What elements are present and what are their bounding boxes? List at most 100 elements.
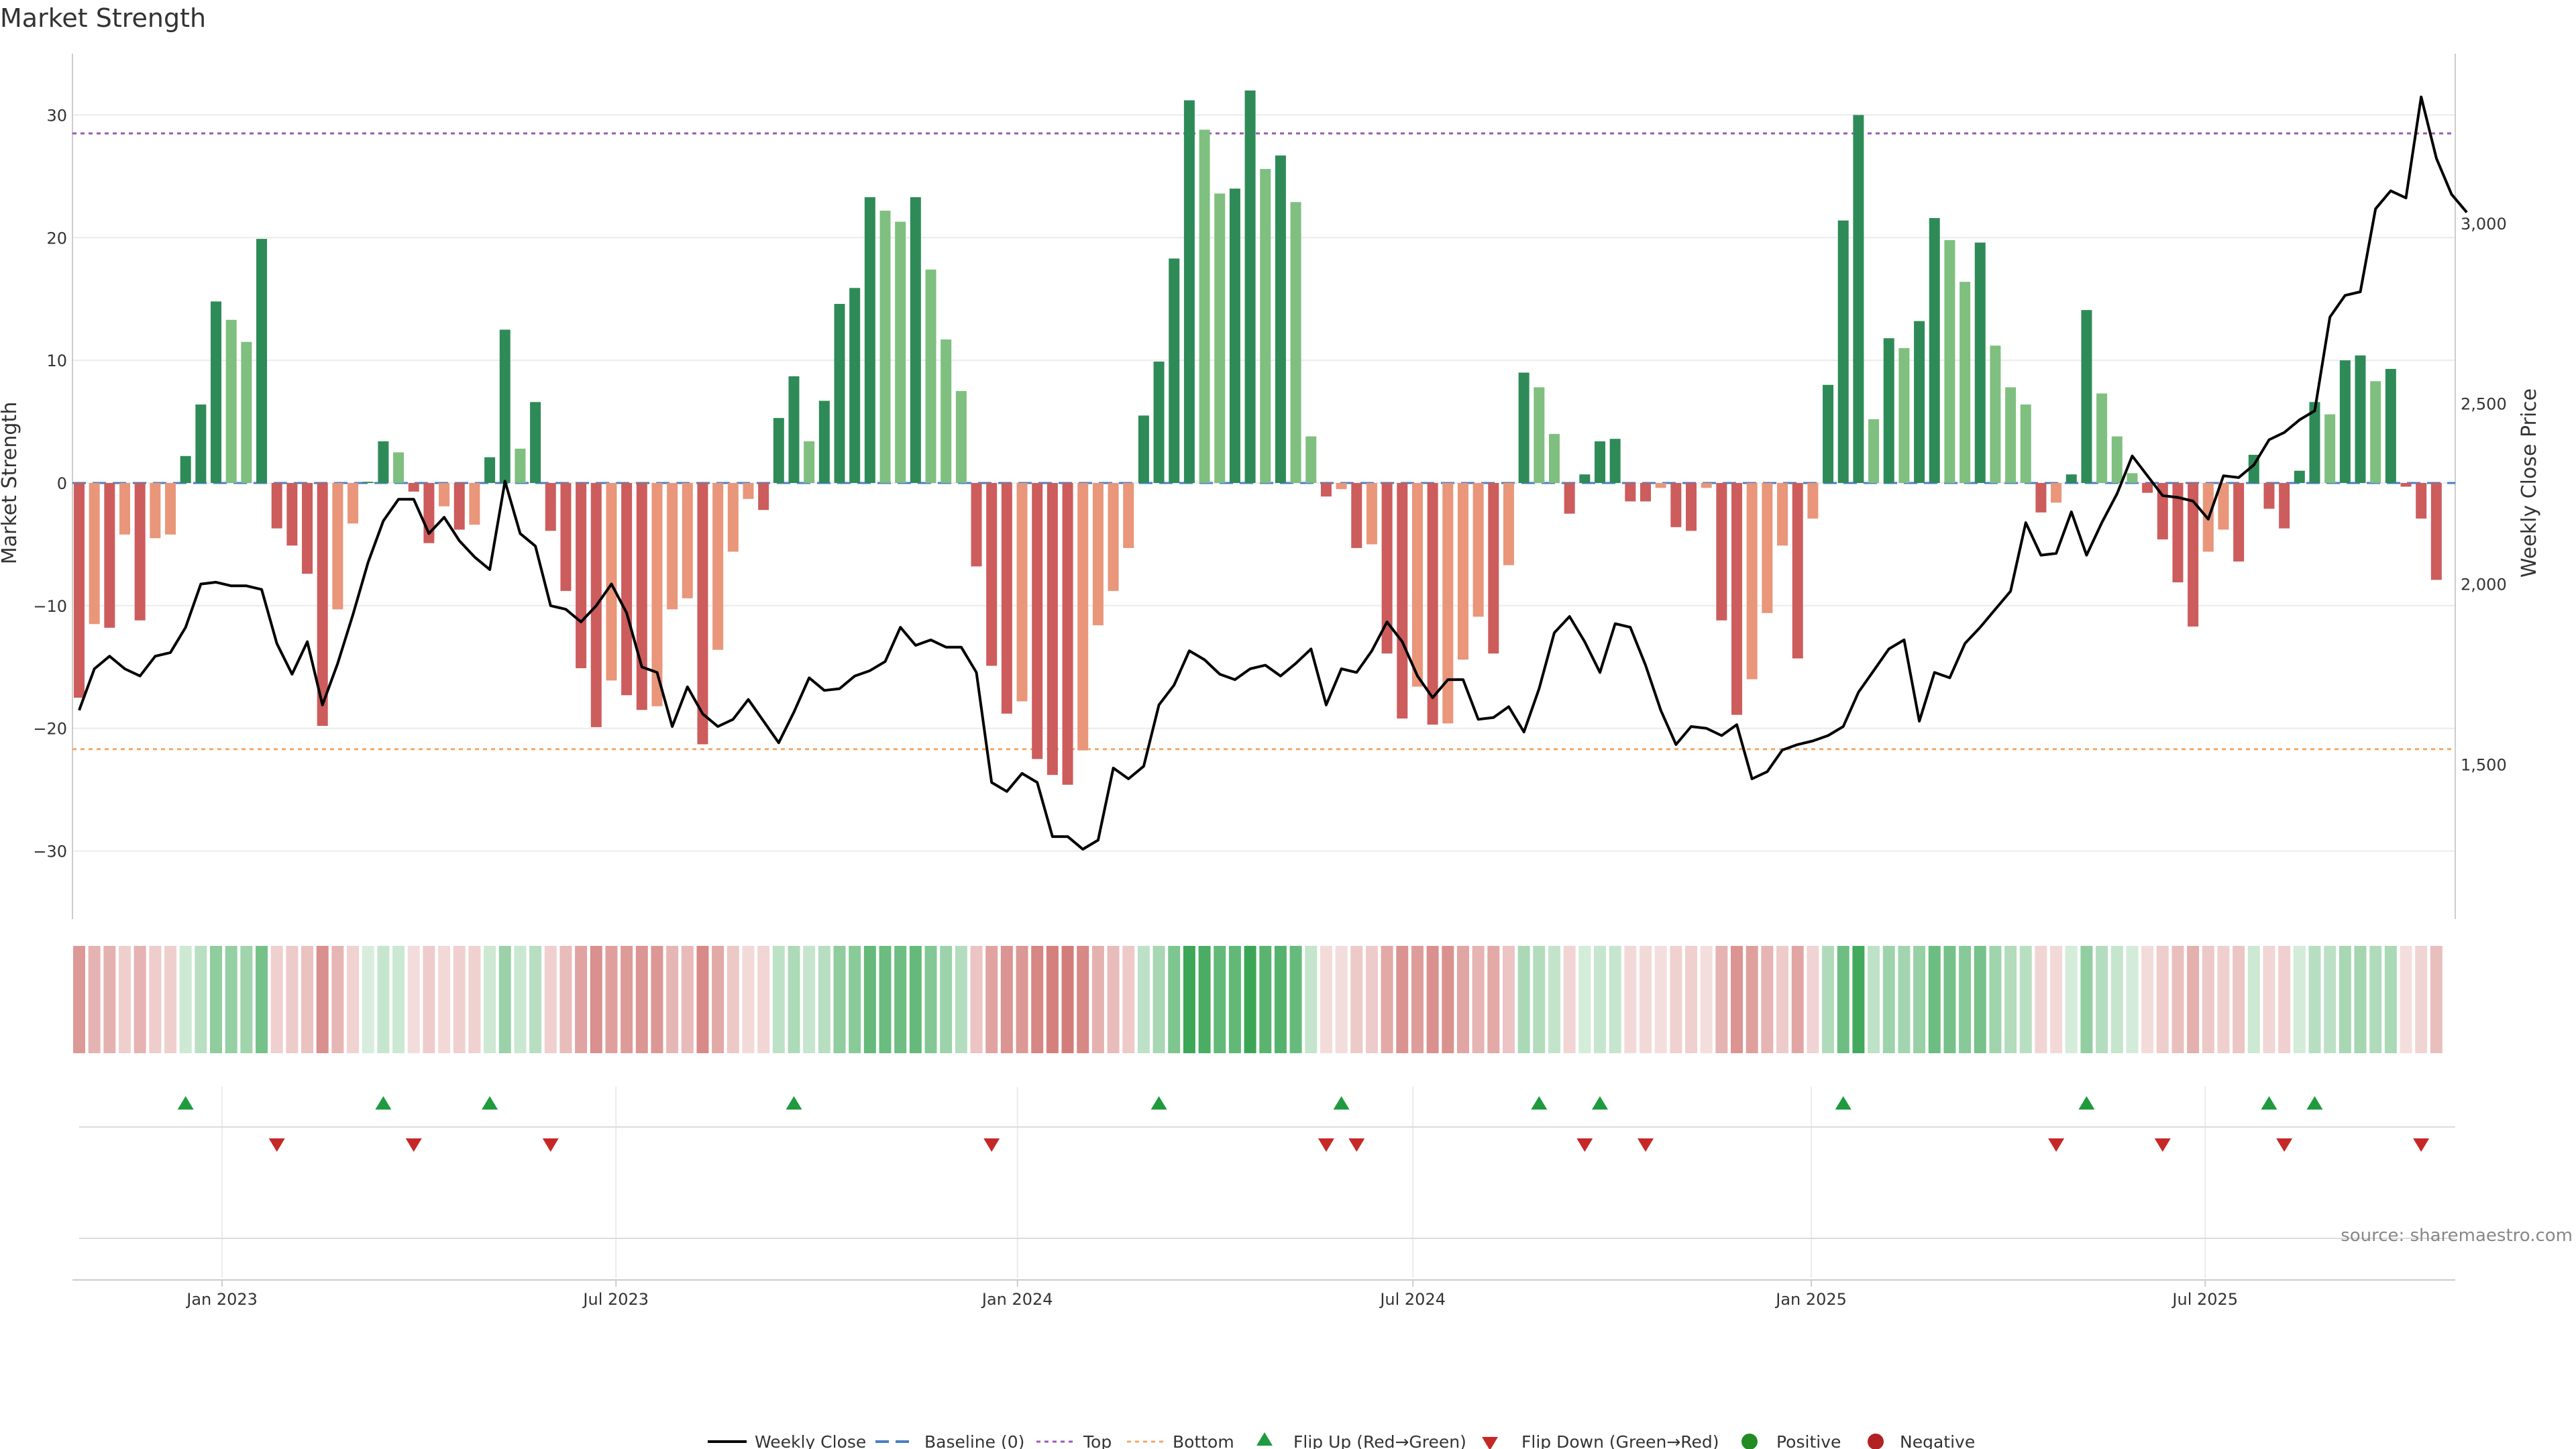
- heat-strip-cell: [1061, 946, 1074, 1053]
- source-credit: source: sharemaestro.com: [2341, 1226, 2573, 1246]
- heat-strip-cell: [2141, 946, 2154, 1053]
- heat-strip-cell: [1807, 946, 1819, 1053]
- heat-strip-cell: [286, 946, 299, 1053]
- strength-bar: [1260, 168, 1271, 483]
- strength-bar: [1853, 115, 1864, 483]
- strength-bar: [1062, 483, 1073, 785]
- y-left-tick-label: 0: [57, 474, 67, 493]
- heat-strip-cell: [1609, 946, 1621, 1053]
- strength-bar: [1488, 483, 1499, 654]
- strength-bar: [150, 483, 161, 539]
- heat-strip-cell: [88, 946, 101, 1053]
- strength-bar: [393, 452, 405, 483]
- strength-bar: [2020, 404, 2031, 483]
- x-tick-label: Jan 2024: [981, 1290, 1053, 1309]
- heat-strip-cell: [833, 946, 846, 1053]
- legend-label-baseline: Baseline (0): [924, 1432, 1024, 1449]
- legend-label-positive: Positive: [1776, 1432, 1841, 1449]
- heat-strip-cell: [179, 946, 192, 1053]
- strength-bar: [1457, 483, 1468, 660]
- strength-bar: [2081, 310, 2092, 483]
- heat-strip-cell: [2004, 946, 2017, 1053]
- strength-bar: [378, 441, 389, 483]
- heat-strip-cell: [803, 946, 816, 1053]
- strength-bar: [1032, 483, 1043, 759]
- heat-strip-cell: [225, 946, 237, 1053]
- heat-strip: [73, 946, 2443, 1053]
- heat-strip-cell: [195, 946, 207, 1053]
- heat-strip-cell: [1898, 946, 1911, 1053]
- strength-bar: [758, 483, 769, 511]
- strength-bar: [818, 400, 830, 483]
- strength-bar: [1777, 483, 1788, 546]
- legend-swatch-positive: [1741, 1434, 1758, 1449]
- strength-bar: [849, 288, 861, 483]
- strength-bar: [2416, 483, 2427, 519]
- strength-bar: [332, 483, 343, 610]
- flip-up-marker: [1333, 1096, 1350, 1110]
- strength-bar: [1138, 415, 1149, 483]
- strength-bar: [606, 483, 617, 681]
- flip-up-marker: [1835, 1096, 1851, 1110]
- heat-strip-cell: [1548, 946, 1560, 1053]
- heat-strip-cell: [635, 946, 648, 1053]
- heat-strip-cell: [727, 946, 739, 1053]
- heat-strip-cell: [575, 946, 588, 1053]
- strength-bar: [104, 483, 115, 628]
- heat-strip-cell: [2126, 946, 2139, 1053]
- heat-strip-cell: [2035, 946, 2047, 1053]
- heat-strip-cell: [559, 946, 572, 1053]
- heat-strip-cell: [1746, 946, 1758, 1053]
- y-left-tick-label: −20: [33, 720, 67, 739]
- y-axis-right-label: Weekly Close Price: [2518, 388, 2541, 578]
- heat-strip-cell: [1046, 946, 1059, 1053]
- strength-bar: [2370, 381, 2381, 483]
- strength-bar: [1290, 202, 1301, 483]
- y-right-tick-label: 2,500: [2461, 395, 2507, 414]
- x-axis-labels: Jan 2023 Jul 2023 Jan 2024 Jul 2024 Jan 2025…: [185, 1280, 2238, 1309]
- strength-bar: [1914, 321, 1925, 483]
- strength-bar: [1595, 441, 1605, 483]
- strength-bar: [2111, 436, 2123, 483]
- strength-bar: [2172, 483, 2184, 583]
- chart-title: Market Strength: [0, 3, 206, 33]
- heat-strip-cell: [894, 946, 907, 1053]
- strength-bar: [1929, 218, 1940, 483]
- heat-strip-cell: [407, 946, 420, 1053]
- strength-bar: [347, 483, 359, 524]
- strength-bar: [1898, 347, 1910, 483]
- strength-bar: [2339, 360, 2351, 483]
- legend-swatch-negative: [1868, 1434, 1884, 1449]
- x-tick-label: Jan 2023: [185, 1290, 258, 1309]
- legend-label-flip-down: Flip Down (Green→Red): [1521, 1432, 1719, 1449]
- heat-strip-cell: [1122, 946, 1135, 1053]
- strength-bar: [2096, 393, 2108, 483]
- strength-bar: [1214, 193, 1226, 483]
- heat-strip-cell: [1320, 946, 1332, 1053]
- heat-strip-cell: [2339, 946, 2351, 1053]
- heat-strip-cell: [2080, 946, 2093, 1053]
- heat-strip-cell: [1198, 946, 1211, 1053]
- heat-strip-cell: [498, 946, 511, 1053]
- heat-strip-cell: [1654, 946, 1667, 1053]
- heat-strip-cell: [1335, 946, 1348, 1053]
- strength-bar: [834, 304, 845, 483]
- heat-strip-cell: [1776, 946, 1789, 1053]
- heat-strip-cell: [985, 946, 998, 1053]
- heat-strip-cell: [1442, 946, 1454, 1053]
- heat-strip-cell: [2278, 946, 2291, 1053]
- heat-strip-cell: [1396, 946, 1409, 1053]
- heat-strip-cell: [1411, 946, 1424, 1053]
- strength-bar: [2309, 402, 2320, 483]
- strength-bar: [2188, 483, 2199, 627]
- heat-strip-cell: [1594, 946, 1606, 1053]
- strength-bar: [879, 211, 891, 483]
- heat-strip-cell: [2156, 946, 2169, 1053]
- strength-bar: [1442, 483, 1454, 724]
- strength-bar: [1397, 483, 1408, 719]
- strength-bar: [89, 483, 100, 625]
- strength-bar: [74, 483, 85, 698]
- heat-strip-cell: [1928, 946, 1941, 1053]
- heat-strip-cell: [1624, 946, 1637, 1053]
